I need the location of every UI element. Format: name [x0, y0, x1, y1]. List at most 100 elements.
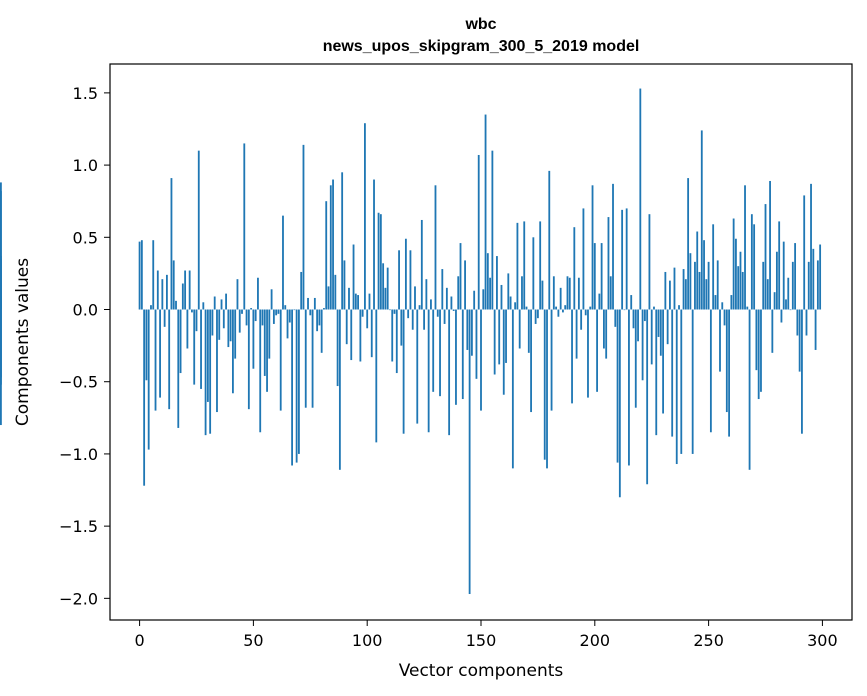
bar: [459, 243, 462, 310]
bar: [618, 309, 621, 498]
bar: [582, 208, 585, 310]
bar: [689, 253, 692, 310]
bar: [468, 309, 471, 595]
bar: [427, 309, 430, 433]
bar: [307, 297, 309, 310]
bar: [625, 208, 628, 310]
bar: [709, 309, 712, 433]
bar: [300, 271, 303, 310]
bar: [270, 289, 273, 310]
x-tick-label: 300: [807, 631, 838, 650]
bar: [225, 293, 227, 310]
bar: [646, 309, 649, 485]
bar: [639, 88, 642, 310]
bar: [411, 309, 414, 330]
bar: [143, 309, 146, 486]
bar: [450, 296, 453, 310]
bar: [338, 309, 341, 470]
bar: [204, 309, 207, 436]
y-tick-label: −2.0: [59, 589, 98, 608]
bar: [332, 179, 334, 310]
bar: [662, 309, 664, 414]
bar: [757, 309, 760, 400]
bar: [202, 302, 205, 310]
bar: [361, 309, 364, 317]
bar: [634, 309, 637, 408]
bar: [311, 309, 314, 408]
bar: [295, 309, 298, 463]
bar: [197, 150, 200, 310]
bar: [475, 309, 478, 379]
bar: [498, 309, 501, 365]
bar: [452, 309, 455, 311]
bar: [291, 309, 293, 466]
y-tick-label: 0.0: [73, 301, 98, 320]
bar: [416, 309, 419, 424]
bar: [796, 309, 799, 336]
bar: [687, 178, 690, 310]
bar: [605, 309, 608, 359]
bar: [812, 248, 815, 310]
bar: [327, 286, 330, 310]
bar: [250, 308, 253, 310]
bar: [0, 191, 2, 310]
bar: [803, 195, 806, 310]
bar: [735, 238, 737, 310]
bar: [723, 309, 726, 326]
bar: [263, 309, 266, 376]
bar: [780, 309, 783, 323]
bar: [279, 309, 282, 411]
bar: [741, 271, 744, 310]
bar: [193, 309, 196, 385]
bar: [352, 244, 355, 310]
bar: [507, 273, 510, 310]
y-tick-label: 1.5: [73, 84, 98, 103]
bar: [807, 261, 810, 310]
bar: [254, 309, 257, 322]
bar: [179, 309, 182, 374]
bar: [753, 224, 756, 310]
bar: [705, 279, 708, 310]
bar: [637, 309, 639, 342]
bar: [632, 309, 635, 329]
bar: [350, 309, 353, 361]
bar: [293, 309, 296, 311]
bar: [691, 309, 694, 454]
bar: [430, 299, 432, 310]
bar: [557, 309, 560, 317]
bar: [0, 256, 2, 310]
bar: [236, 279, 239, 310]
bar: [138, 241, 141, 310]
bar: [773, 292, 776, 310]
bar: [209, 309, 212, 434]
bar: [170, 178, 173, 310]
bar: [222, 309, 225, 329]
bar: [739, 251, 742, 310]
bar: [298, 309, 300, 454]
bar: [206, 309, 209, 402]
bar: [375, 309, 378, 443]
x-axis-ticks: 0 50 100 150 200 250 300: [134, 620, 838, 650]
bar: [359, 309, 362, 362]
bar: [168, 309, 171, 410]
bar: [175, 300, 177, 310]
bar: [516, 222, 519, 310]
bar: [191, 309, 193, 313]
bar: [377, 212, 380, 310]
bar: [434, 185, 437, 310]
bar: [366, 309, 369, 329]
bar: [543, 309, 546, 460]
bar: [746, 306, 749, 310]
bar: [669, 280, 671, 310]
bar: [275, 309, 278, 316]
bar: [161, 279, 164, 310]
bar: [628, 309, 630, 466]
x-tick-label: 50: [243, 631, 263, 650]
bar: [527, 309, 530, 353]
bar: [443, 309, 446, 324]
bar: [284, 305, 287, 310]
bar: [234, 309, 237, 359]
bar: [719, 309, 721, 372]
bar: [546, 309, 548, 469]
bar: [593, 243, 596, 310]
